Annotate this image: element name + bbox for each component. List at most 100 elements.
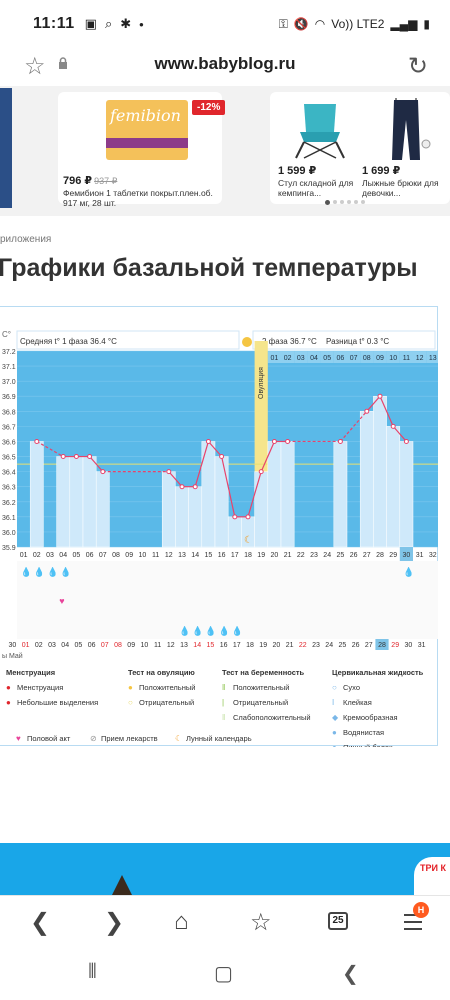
date-label: 08 xyxy=(114,642,122,649)
date-label: 03 xyxy=(48,642,56,649)
legend-fluid-sticky-icon: I xyxy=(332,698,334,707)
legend-menstruation: Менструация xyxy=(17,683,63,692)
date-label: 30 xyxy=(9,642,17,649)
ad-carousel: femibion -12% 796 ₽937 ₽ Фемибион 1 табл… xyxy=(0,86,450,216)
legend-fluid-dry: Сухо xyxy=(343,683,360,692)
temp-point xyxy=(337,438,343,444)
network-label: Vo)) LTE2 xyxy=(331,17,385,31)
y-tick-label: 36.6 xyxy=(2,439,16,446)
legend-ovulation-negative-icon: ○ xyxy=(128,698,133,707)
date-label: 14 xyxy=(193,642,201,649)
legend-fluid-dry-icon: ○ xyxy=(332,683,337,692)
phase2-day-cell xyxy=(399,351,413,363)
bookmark-star-icon[interactable]: ☆ xyxy=(24,53,46,80)
temp-point xyxy=(377,393,383,399)
legend-heading-pregnancy-test: Тест на беременность xyxy=(222,668,305,677)
temp-point xyxy=(258,469,264,475)
ski-pants-image xyxy=(392,98,431,160)
ad-card-femibion[interactable]: femibion -12% 796 ₽937 ₽ Фемибион 1 табл… xyxy=(58,92,226,208)
legend-intercourse-icon: ♥ xyxy=(16,734,21,743)
cycle-day-label: 12 xyxy=(165,552,173,559)
menstruation-drop-icon: 💧 xyxy=(60,566,71,577)
date-label: 25 xyxy=(339,642,347,649)
legend-pregnancy-positive: Положительный xyxy=(233,683,289,692)
mute-icon: 🔇 xyxy=(293,17,309,31)
dot-icon: • xyxy=(139,16,144,32)
phase2-day-cell xyxy=(386,351,400,363)
legend-ovulation-positive-icon: ● xyxy=(128,683,133,692)
reload-icon[interactable]: ↻ xyxy=(407,53,428,80)
date-label: 09 xyxy=(127,642,135,649)
legend-menstruation-icon: ● xyxy=(6,683,11,692)
phase2-day-label: 07 xyxy=(350,355,358,362)
cycle-day-label: 17 xyxy=(231,552,239,559)
cycle-day-label: 10 xyxy=(139,552,147,559)
phase2-day-cell xyxy=(281,351,295,363)
wifi-icon: ◠ xyxy=(314,17,326,31)
cycle-day-label: 22 xyxy=(297,552,305,559)
system-nav-bar: ⦀ ▢ ❮ xyxy=(0,949,450,1000)
temp-bar xyxy=(267,441,282,548)
temp-line-segment xyxy=(247,471,262,518)
date-label: 27 xyxy=(365,642,373,649)
y-tick-label: 37.1 xyxy=(2,364,16,371)
tabs-button[interactable]: 25 xyxy=(328,912,348,930)
temp-bar xyxy=(188,486,203,548)
back-icon[interactable]: ❮ xyxy=(30,909,51,936)
cycle-day-label: 02 xyxy=(33,552,41,559)
moon-icon: ☾ xyxy=(244,535,253,546)
forward-icon[interactable]: ❯ xyxy=(104,909,125,936)
page-title: Графики базальной температуры xyxy=(0,254,418,282)
browser-nav-bar: ❮ ❯ ⌂ ☆ 25 H xyxy=(0,895,450,949)
watery-fluid-icon: 💧 xyxy=(205,625,216,636)
bookmarks-star-icon[interactable]: ☆ xyxy=(250,909,272,936)
ad-price: 796 ₽937 ₽ xyxy=(63,175,118,187)
month-label: ы Май xyxy=(2,652,23,660)
phase2-day-label: 04 xyxy=(310,355,318,362)
temp-bar xyxy=(82,456,97,548)
temp-line-segment xyxy=(366,395,381,412)
phase2-day-cell xyxy=(413,351,427,363)
cycle-day-label: 32 xyxy=(429,552,437,559)
breadcrumb[interactable]: риложения xyxy=(0,234,52,245)
temp-line-segment xyxy=(36,440,64,458)
phase2-day-label: 08 xyxy=(363,355,371,362)
cycle-day-label: 13 xyxy=(178,552,186,559)
cycle-day-label: 03 xyxy=(46,552,54,559)
ad-card-products[interactable]: 1 599 ₽ Стул складной для кемпинга... 1 … xyxy=(270,92,450,204)
phase2-day-cell xyxy=(333,351,347,363)
phase2-day-cell xyxy=(373,351,387,363)
menstruation-drop-icon: 💧 xyxy=(47,566,58,577)
menu-icon[interactable] xyxy=(404,914,422,935)
back-button-icon[interactable]: ❮ xyxy=(342,963,359,985)
phase2-day-label: 12 xyxy=(416,355,424,362)
url-text[interactable]: www.babyblog.ru xyxy=(154,54,296,73)
phase1-label: Средняя t° 1 фаза 36.4 °C xyxy=(20,337,117,346)
phase2-day-cell xyxy=(267,351,281,363)
phase2-day-label: 10 xyxy=(389,355,397,362)
menstruation-drop-icon: 💧 xyxy=(21,566,32,577)
events-area xyxy=(17,561,450,639)
carousel-dots[interactable] xyxy=(325,200,365,205)
cycle-day-label: 19 xyxy=(257,552,265,559)
phase2-day-cell xyxy=(307,351,321,363)
phase2-day-label: 09 xyxy=(376,355,384,362)
temp-bar xyxy=(214,456,229,548)
status-bar: 11:11 ▣ ⌕ ✱ • ⚿ 🔇 ◠ Vo)) LTE2 ▂▄▆ ▮ xyxy=(0,0,450,48)
temp-bar xyxy=(254,471,269,548)
battery-icon: ▮ xyxy=(423,17,430,31)
home-button-icon[interactable]: ▢ xyxy=(214,963,233,985)
ad-partial-card[interactable] xyxy=(0,88,12,208)
promo-banner[interactable]: ТРИ К xyxy=(0,843,450,895)
recent-apps-icon[interactable]: ⦀ xyxy=(88,961,97,983)
phase2-day-label: 05 xyxy=(323,355,331,362)
home-icon[interactable]: ⌂ xyxy=(174,908,189,935)
phase2-day-label: 13 xyxy=(429,355,437,362)
date-label: 21 xyxy=(286,642,294,649)
y-tick-label: 37.0 xyxy=(2,379,16,386)
legend-fluid-creamy-icon: ◆ xyxy=(332,713,339,722)
signal-icon: ▂▄▆ xyxy=(390,17,418,31)
cycle-day-label: 29 xyxy=(389,552,397,559)
temp-point xyxy=(166,469,172,475)
phase2-day-label: 03 xyxy=(297,355,305,362)
